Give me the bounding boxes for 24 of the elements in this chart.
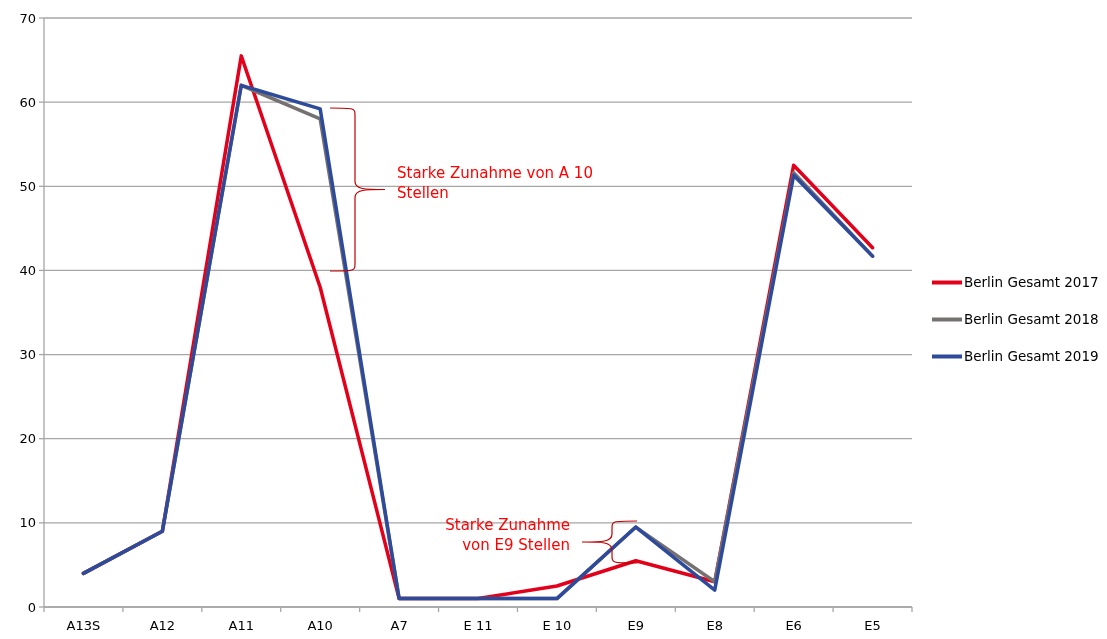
y-tick-label: 70 xyxy=(19,10,36,26)
y-tick-label: 10 xyxy=(19,515,36,531)
x-tick-label: E5 xyxy=(864,618,881,633)
x-tick-label: A10 xyxy=(307,618,333,633)
y-tick-label: 30 xyxy=(19,347,36,363)
y-tick-label: 50 xyxy=(19,178,36,194)
x-tick-label: E 10 xyxy=(542,618,572,633)
legend-label: Berlin Gesamt 2018 xyxy=(964,311,1099,328)
y-tick-label: 0 xyxy=(27,599,36,615)
y-tick-label: 20 xyxy=(19,431,36,447)
annotation: Starke Zunahme von A 10 Stellen xyxy=(397,163,593,202)
annotation: Starke Zunahme von E9 Stellen xyxy=(445,516,570,554)
x-tick-label: A12 xyxy=(149,618,176,633)
y-tick-label: 40 xyxy=(19,262,36,278)
x-tick-label: A13S xyxy=(66,618,101,633)
y-tick-label: 60 xyxy=(19,94,36,110)
legend-label: Berlin Gesamt 2019 xyxy=(964,348,1099,365)
x-tick-label: A7 xyxy=(390,618,408,633)
legend-label: Berlin Gesamt 2017 xyxy=(964,274,1099,291)
x-tick-label: E8 xyxy=(706,618,723,633)
x-tick-label: A11 xyxy=(228,618,254,633)
x-tick-label: E 11 xyxy=(463,618,493,633)
x-tick-label: E6 xyxy=(785,618,802,633)
x-tick-label: E9 xyxy=(627,618,645,633)
